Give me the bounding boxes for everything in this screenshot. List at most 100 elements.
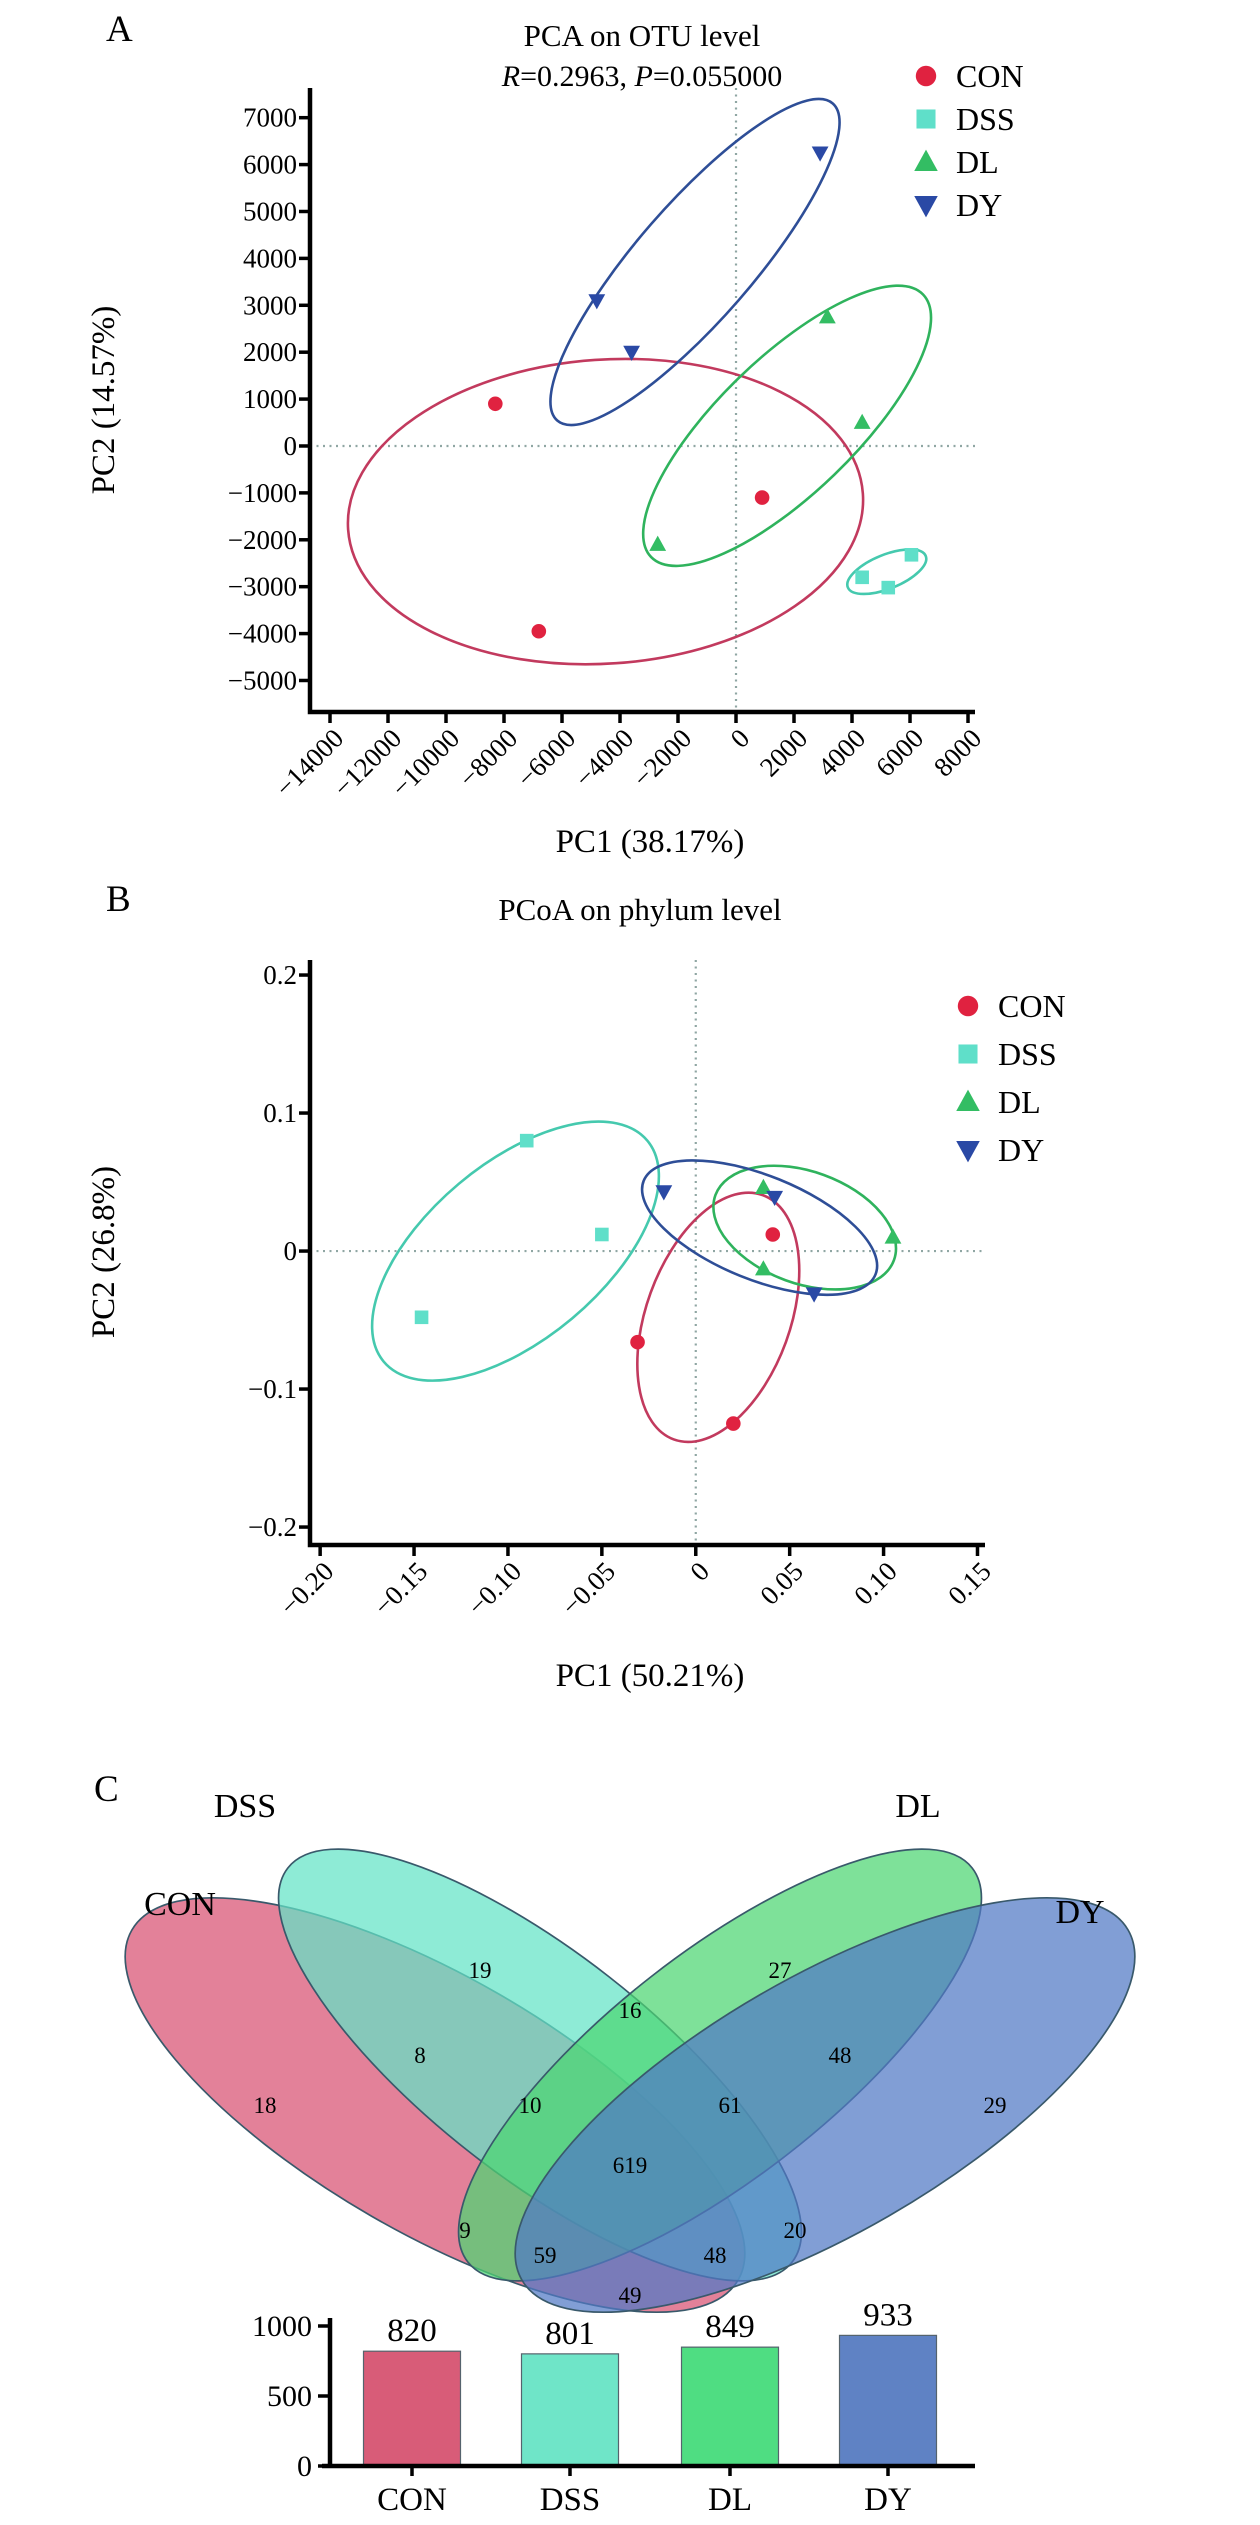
legend-label-DY: DY	[998, 1132, 1044, 1168]
panel-c-label: C	[94, 1769, 119, 1810]
group-ellipse-DL	[712, 1164, 898, 1291]
legend-marker-DY	[956, 1141, 980, 1163]
data-point-DL	[818, 308, 836, 324]
data-point-DSS	[881, 580, 896, 595]
legend-label-DL: DL	[956, 144, 999, 180]
x-tick-label: −8000	[453, 723, 523, 793]
x-tick-label: −0.15	[368, 1556, 433, 1621]
data-point-DSS	[519, 1133, 534, 1148]
data-point-DY	[623, 345, 641, 361]
y-tick-label: 6000	[243, 150, 297, 180]
plot-title: PCA on OTU level	[524, 18, 761, 53]
y-tick-label: 2000	[243, 337, 297, 367]
y-tick-label: 5000	[243, 196, 297, 226]
venn-label-dl: DL	[895, 1788, 940, 1825]
data-point-DSS	[595, 1227, 609, 1242]
venn-region-dss-dl: 16	[619, 1998, 642, 2023]
bar-y-tick-label: 0	[297, 2450, 312, 2483]
data-point-CON	[488, 396, 503, 412]
bar-category-label: CON	[377, 2482, 447, 2518]
bar-CON	[362, 2350, 462, 2467]
y-tick-label: 7000	[243, 103, 297, 133]
mount-bars: 0 500 1000 820 CON 801 DSS 849 DL 933 DY	[0, 2297, 1260, 2525]
venn-region-con-dss: 8	[414, 2043, 426, 2068]
y-tick-label: −4000	[228, 619, 297, 649]
bar-category-label: DL	[708, 2482, 752, 2518]
venn-region-all: 619	[613, 2153, 648, 2178]
legend-marker-CON	[915, 65, 937, 87]
y-tick-label: −0.2	[248, 1512, 297, 1542]
data-point-DL	[754, 1260, 772, 1276]
data-point-CON	[754, 490, 770, 505]
x-tick-label: −4000	[569, 723, 639, 793]
x-tick-label: −6000	[511, 723, 581, 793]
venn-region-con-dss-dl: 10	[519, 2093, 542, 2118]
x-tick-label: 0.15	[942, 1556, 997, 1611]
legend-label-DL: DL	[998, 1084, 1041, 1120]
bar-y-tick-label: 500	[267, 2380, 312, 2413]
venn-region-con-dl: 9	[459, 2218, 471, 2243]
y-tick-label: −3000	[228, 572, 297, 602]
group-ellipse-DL	[641, 284, 933, 568]
data-point-CON	[726, 1416, 741, 1431]
x-tick-label: 6000	[870, 723, 929, 782]
data-point-DY	[655, 1185, 673, 1201]
legend-marker-DL	[956, 1089, 980, 1111]
bar-category-label: DSS	[540, 2482, 601, 2518]
group-ellipse-DY	[640, 1159, 879, 1297]
venn-region-dy: 29	[984, 2093, 1007, 2118]
axis-spines	[307, 88, 975, 715]
venn-label-dy: DY	[1055, 1894, 1104, 1931]
data-point-CON	[765, 1227, 781, 1242]
venn-set-dy-ellipse	[514, 1896, 1136, 2314]
bar-value-label: 849	[705, 2309, 755, 2345]
venn-label-dss: DSS	[214, 1788, 276, 1825]
axis-spines	[307, 960, 985, 1548]
y-tick-label: 0.2	[263, 960, 297, 990]
group-ellipse-CON	[636, 1191, 801, 1444]
x-tick-label: 0.10	[848, 1556, 903, 1611]
x-tick-label: 8000	[928, 723, 987, 782]
legend-marker-CON	[957, 995, 979, 1017]
x-tick-label: 4000	[812, 723, 871, 782]
y-axis-label: PC2 (14.57%)	[86, 306, 122, 495]
venn-region-con-dss-dy: 48	[704, 2243, 727, 2268]
data-point-DL	[884, 1228, 902, 1244]
venn-region-dl: 27	[769, 1958, 792, 1983]
x-tick-label: −0.10	[462, 1556, 527, 1621]
bar-value-label: 820	[387, 2313, 437, 2349]
bar-y-tick-label: 1000	[252, 2310, 312, 2343]
group-ellipse-CON	[346, 357, 865, 666]
venn-region-dl-dy: 48	[829, 2043, 852, 2068]
data-point-DL	[853, 413, 871, 429]
legend-label-CON: CON	[998, 988, 1066, 1024]
legend-marker-DY	[914, 196, 938, 218]
venn-label-con: CON	[144, 1886, 216, 1923]
legend-label-DSS: DSS	[956, 101, 1015, 137]
pcoa-plot-svg: −0.20 −0.15 −0.10 −0.05 0 0.05 0.10 0.150.20.10…	[86, 892, 1066, 1694]
venn-region-con: 18	[254, 2093, 277, 2118]
venn-region-con-dy: 49	[619, 2283, 642, 2308]
y-tick-label: 3000	[243, 290, 297, 320]
group-ellipse-DSS	[370, 1120, 661, 1382]
bar-DL	[680, 2346, 780, 2467]
legend-label-DY: DY	[956, 187, 1002, 223]
legend-marker-DSS	[916, 109, 936, 129]
panel-a-label: A	[106, 9, 133, 50]
data-point-DSS	[904, 547, 919, 562]
y-tick-label: 1000	[243, 384, 297, 414]
legend-label-CON: CON	[956, 58, 1024, 94]
venn-region-dss-dy: 20	[784, 2218, 807, 2243]
plot-title: PCoA on phylum level	[498, 892, 781, 927]
group-ellipse-DY	[549, 97, 841, 427]
data-point-CON	[531, 623, 547, 639]
data-point-DL	[649, 535, 667, 551]
x-tick-label: −0.05	[556, 1556, 621, 1621]
y-tick-label: 0	[284, 431, 298, 461]
x-tick-label: 0.05	[754, 1556, 809, 1611]
x-axis-label: PC1 (38.17%)	[556, 824, 745, 860]
venn-region-con-dl-dy: 59	[534, 2243, 557, 2268]
y-tick-label: −5000	[228, 665, 297, 695]
data-point-DL	[754, 1178, 772, 1194]
y-tick-label: −0.1	[248, 1374, 297, 1404]
